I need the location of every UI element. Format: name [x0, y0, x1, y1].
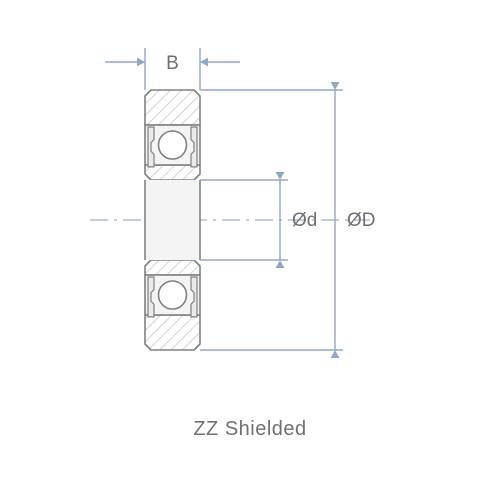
label-d: Ød [292, 210, 317, 231]
label-B: B [166, 53, 179, 74]
caption-text: ZZ Shielded [0, 418, 500, 441]
label-D: ØD [347, 210, 376, 231]
diagram-stage: B Ød ØD ZZ Shielded [0, 0, 500, 500]
